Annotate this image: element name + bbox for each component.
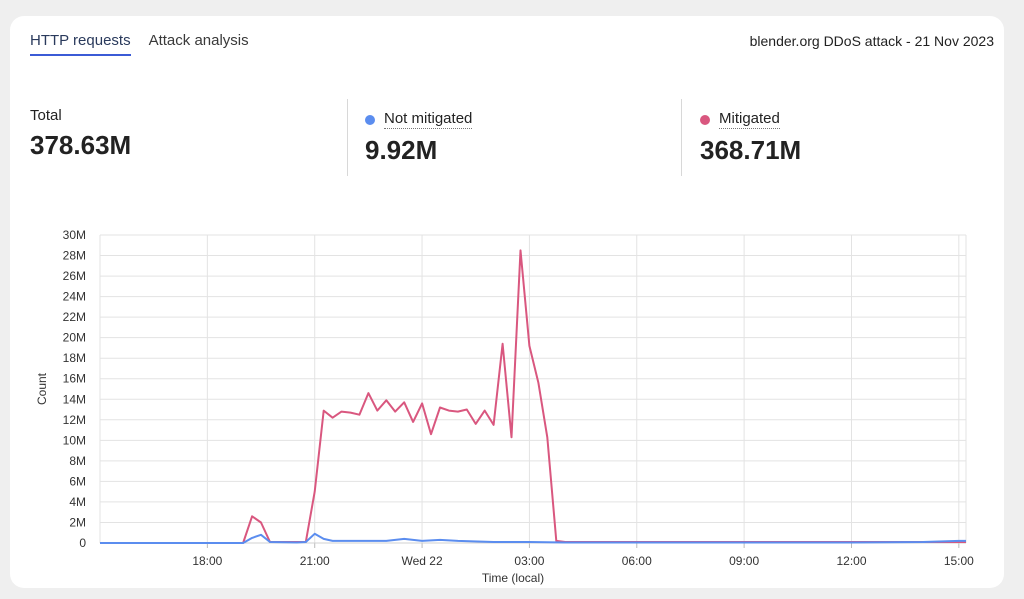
stat-total-value: 378.63M — [30, 130, 132, 160]
y-tick-label: 24M — [63, 290, 86, 304]
mitigated-legend-dot — [700, 114, 710, 125]
x-tick-label: 15:00 — [944, 554, 974, 568]
x-tick-label: 06:00 — [622, 554, 652, 568]
x-axis-label: Time (local) — [482, 571, 544, 585]
x-tick-label: 21:00 — [300, 554, 330, 568]
y-tick-label: 2M — [69, 515, 86, 529]
x-tick-label: 09:00 — [729, 554, 759, 568]
stat-not-mitigated-label[interactable]: Not mitigated — [384, 110, 473, 129]
chart-card — [10, 16, 1004, 588]
x-tick-label: 12:00 — [836, 554, 866, 568]
series-line-mitigated — [100, 249, 966, 544]
series-line-not-mitigated — [100, 532, 966, 544]
x-tick-label: 03:00 — [514, 554, 544, 568]
stat-divider — [347, 99, 348, 176]
stat-mitigated-value: 368.71M — [700, 135, 802, 165]
stat-divider — [681, 99, 682, 176]
y-tick-label: 4M — [69, 495, 86, 509]
stat-not-mitigated: Not mitigated 9.92M — [365, 110, 473, 186]
x-tick-label: 18:00 — [192, 554, 222, 568]
y-axis-label: Count — [35, 372, 49, 405]
y-tick-label: 10M — [63, 433, 86, 447]
y-tick-label: 12M — [63, 413, 86, 427]
tab-http-requests[interactable]: HTTP requests — [30, 32, 131, 56]
y-tick-label: 14M — [63, 392, 86, 406]
not-mitigated-legend-dot — [365, 114, 375, 125]
stat-mitigated-label[interactable]: Mitigated — [719, 110, 780, 129]
tab-bar: HTTP requests Attack analysis — [30, 32, 249, 56]
stat-mitigated: Mitigated 368.71M — [700, 110, 801, 186]
stat-total: Total 378.63M — [30, 107, 131, 183]
y-tick-label: 30M — [63, 228, 86, 242]
y-tick-label: 6M — [69, 474, 86, 488]
stat-not-mitigated-value: 9.92M — [365, 135, 438, 165]
y-tick-label: 22M — [63, 310, 86, 324]
y-tick-label: 0 — [79, 536, 86, 550]
y-tick-label: 16M — [63, 372, 86, 386]
tab-attack-analysis[interactable]: Attack analysis — [148, 32, 249, 49]
y-tick-label: 26M — [63, 269, 86, 283]
y-tick-label: 28M — [63, 249, 86, 263]
x-tick-label: Wed 22 — [401, 554, 442, 568]
page-title: blender.org DDoS attack - 21 Nov 2023 — [749, 33, 994, 49]
stat-total-label: Total — [30, 107, 62, 124]
y-tick-label: 20M — [63, 331, 86, 345]
y-tick-label: 18M — [63, 351, 86, 365]
y-tick-label: 8M — [69, 454, 86, 468]
